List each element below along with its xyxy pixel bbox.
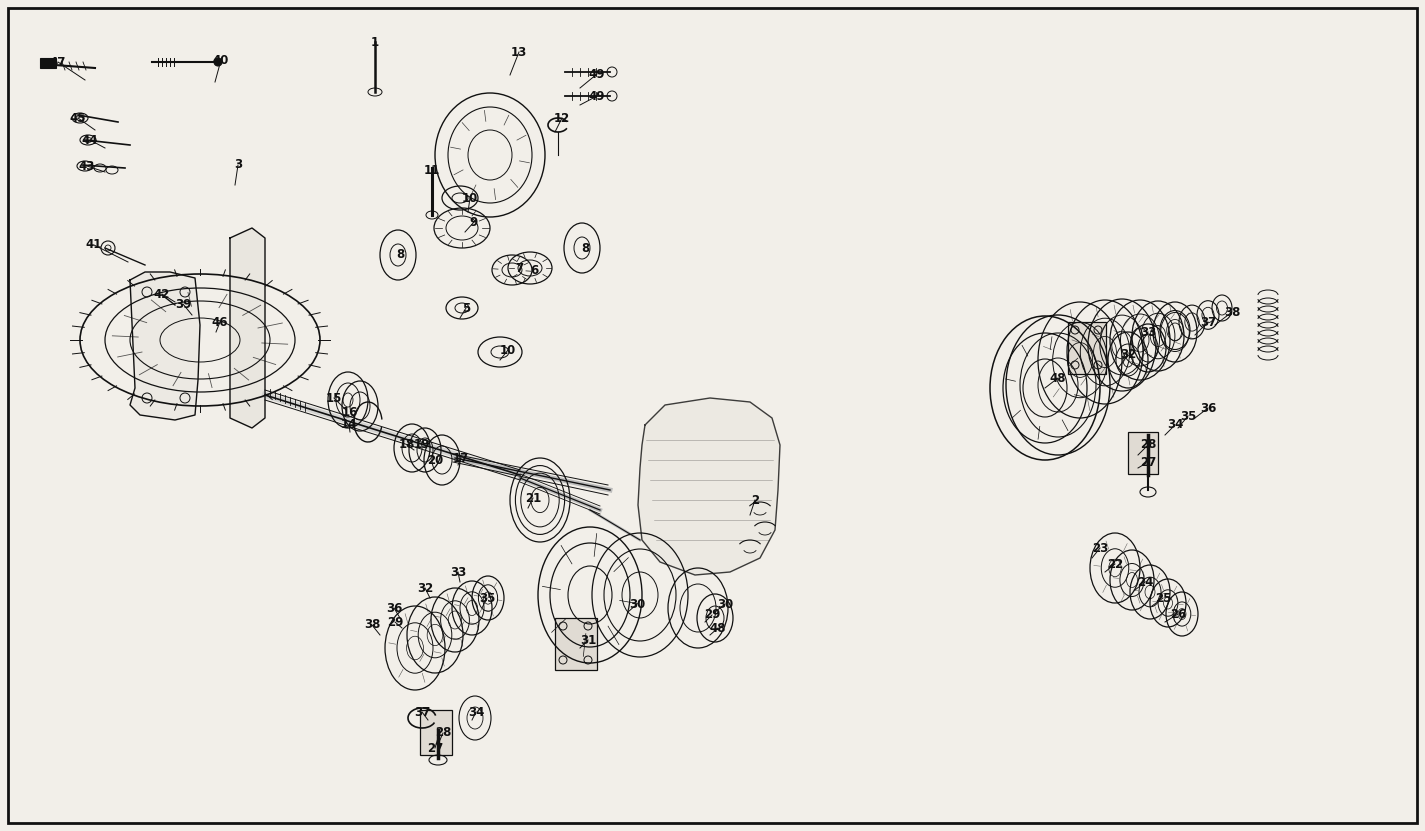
Text: 32: 32 (418, 582, 433, 594)
Text: 39: 39 (175, 297, 191, 311)
Text: 47: 47 (50, 56, 66, 68)
Text: 6: 6 (530, 263, 539, 277)
Text: 7: 7 (514, 262, 523, 274)
Text: 18: 18 (399, 439, 415, 451)
Text: 46: 46 (212, 316, 228, 328)
Text: 15: 15 (326, 391, 342, 405)
Text: 10: 10 (500, 343, 516, 356)
Circle shape (214, 58, 222, 66)
Text: 16: 16 (342, 406, 358, 419)
Text: 30: 30 (628, 597, 646, 611)
Text: 2: 2 (751, 494, 760, 507)
Polygon shape (638, 398, 779, 575)
Bar (428, 730, 447, 755)
Text: 27: 27 (428, 741, 443, 755)
Text: 29: 29 (704, 608, 720, 622)
Bar (1140, 435, 1156, 463)
Text: 9: 9 (470, 215, 479, 229)
Text: 17: 17 (453, 451, 469, 465)
Text: 1: 1 (370, 36, 379, 48)
Text: 24: 24 (1137, 576, 1153, 588)
Text: 41: 41 (86, 238, 103, 252)
Text: 20: 20 (428, 454, 443, 466)
Text: 48: 48 (1050, 371, 1066, 385)
Text: 37: 37 (413, 706, 430, 719)
Text: 21: 21 (524, 491, 542, 504)
Text: 28: 28 (435, 726, 452, 740)
Text: 29: 29 (386, 616, 403, 628)
Text: 35: 35 (1180, 410, 1196, 422)
Text: 27: 27 (1140, 455, 1156, 469)
Text: 42: 42 (154, 288, 170, 301)
Text: 49: 49 (589, 90, 606, 102)
Bar (420, 710, 452, 755)
Polygon shape (229, 228, 265, 428)
Text: 45: 45 (70, 111, 87, 125)
Text: 35: 35 (479, 592, 494, 604)
Text: 5: 5 (462, 302, 470, 314)
Text: 32: 32 (1120, 348, 1136, 361)
Text: 3: 3 (234, 159, 242, 171)
Text: 34: 34 (467, 706, 485, 719)
Text: 36: 36 (386, 602, 402, 614)
Text: 8: 8 (396, 248, 405, 262)
Text: 19: 19 (413, 439, 430, 451)
Bar (1067, 322, 1106, 374)
Text: 49: 49 (589, 67, 606, 81)
Text: 36: 36 (1200, 401, 1216, 415)
Text: 38: 38 (363, 618, 380, 632)
Bar (1129, 432, 1159, 474)
Text: 11: 11 (423, 164, 440, 176)
Text: 40: 40 (212, 53, 229, 66)
Text: 25: 25 (1154, 592, 1171, 604)
Text: 8: 8 (581, 242, 589, 254)
Text: 10: 10 (462, 191, 479, 204)
Text: 34: 34 (1167, 419, 1183, 431)
Text: 12: 12 (554, 111, 570, 125)
Bar (554, 618, 597, 670)
Text: 43: 43 (78, 160, 95, 173)
Text: 44: 44 (81, 134, 98, 146)
Text: 48: 48 (710, 622, 727, 635)
Text: 13: 13 (512, 46, 527, 58)
Text: 26: 26 (1170, 607, 1186, 621)
Text: 14: 14 (341, 419, 358, 431)
Text: 30: 30 (717, 597, 732, 611)
Text: 33: 33 (1140, 326, 1156, 338)
Text: 38: 38 (1224, 306, 1240, 318)
Text: 28: 28 (1140, 439, 1156, 451)
Bar (40, 58, 56, 68)
Text: 22: 22 (1107, 558, 1123, 571)
Polygon shape (130, 272, 200, 420)
Text: 31: 31 (580, 633, 596, 647)
Text: 33: 33 (450, 566, 466, 578)
Text: 23: 23 (1092, 542, 1109, 554)
Text: 37: 37 (1200, 316, 1216, 328)
